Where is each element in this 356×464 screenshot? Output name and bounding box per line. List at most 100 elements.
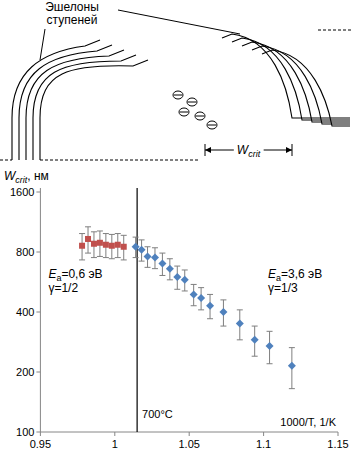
y-tick-label: 1600 [10,186,34,198]
error-cap [145,267,151,268]
adatom [195,112,205,120]
data-point [91,241,97,247]
dimension-tick [292,144,293,156]
adatom-bar [174,95,182,96]
error-cap [289,388,295,389]
x-tick [189,432,190,436]
error-cap [85,253,91,254]
data-point [158,260,166,268]
top-line [318,30,352,31]
y-tick-label: 100 [16,426,34,438]
arrow-head [205,147,211,153]
y-tick-label: 200 [16,366,34,378]
data-point [173,273,181,281]
error-cap [237,309,243,310]
error-cap [174,266,180,267]
data-point [190,290,198,298]
error-cap [182,290,188,291]
error-cap [267,331,273,332]
error-cap [91,257,97,258]
adatom [187,98,197,106]
y-tick [36,372,40,373]
y-tick-label: 400 [16,306,34,318]
error-cap [121,235,127,236]
data-point [236,320,244,328]
error-cap [198,287,204,288]
step-edge [242,42,350,122]
base-line [0,160,12,161]
adatom [179,108,189,116]
error-cap [167,279,173,280]
error-cap [103,233,109,234]
error-cap [159,275,165,276]
label-line: Эшелоны [45,0,99,14]
data-point [138,246,146,254]
figure: ЭшелоныступенейWcritWcrit, нм10020040080… [0,0,356,464]
adatom-bar [188,102,196,103]
adatom [207,121,217,129]
error-cap [159,253,165,254]
step-edge [33,55,136,160]
error-cap [220,299,226,300]
data-point [85,236,91,242]
error-cap [267,363,273,364]
annotation: γ=1/2 [48,281,78,295]
error-cap [91,231,97,232]
x-tick [338,432,339,436]
error-cap [109,258,115,259]
error-cap [115,233,121,234]
error-cap [121,259,127,260]
error-cap [115,257,121,258]
data-point [166,265,174,273]
leader [118,10,240,34]
error-cap [109,234,115,235]
data-point [121,244,127,250]
error-cap [133,237,139,238]
error-cap [79,233,85,234]
error-cap [252,356,258,357]
y-axis [40,188,41,432]
base-line [40,160,200,161]
error-cap [207,294,213,295]
y-tick [36,252,40,253]
label-line: ступеней [47,13,98,27]
error-cap [182,269,188,270]
data-point [97,240,103,246]
y-tick-label: 800 [16,246,34,258]
x-tick-label: 1.05 [178,438,199,450]
data-point [79,243,85,249]
y-tick [36,312,40,313]
error-cap [79,259,85,260]
step-edge [222,34,350,118]
data-point [181,276,189,284]
temperature-line [137,188,138,432]
data-point [251,336,259,344]
error-cap [167,258,173,259]
error-cap [97,230,103,231]
error-cap [97,256,103,257]
error-cap [207,318,213,319]
error-cap [237,339,243,340]
error-cap [103,257,109,258]
marks [79,188,296,432]
error-cap [145,246,151,247]
error-cap [289,347,295,348]
x-tick [114,432,115,436]
error-cap [139,239,145,240]
x-axis-title: 1000/T, 1/K [280,416,336,428]
error-cap [252,326,258,327]
diagram-label: Эшелоныступеней [45,0,99,27]
step-edge [232,38,350,120]
temperature-label: 700°C [142,408,173,420]
data-point [115,242,121,248]
adatom-bar [196,116,204,117]
x-tick [263,432,264,436]
x-tick-label: 0.95 [30,438,51,450]
data-point [197,294,205,302]
adatom-bar [208,125,216,126]
x-tick-label: 1.15 [327,438,348,450]
error-cap [220,326,226,327]
x-tick-label: 1.1 [256,438,271,450]
y-tick [36,432,40,433]
dimension-label: Wcrit [237,143,261,159]
